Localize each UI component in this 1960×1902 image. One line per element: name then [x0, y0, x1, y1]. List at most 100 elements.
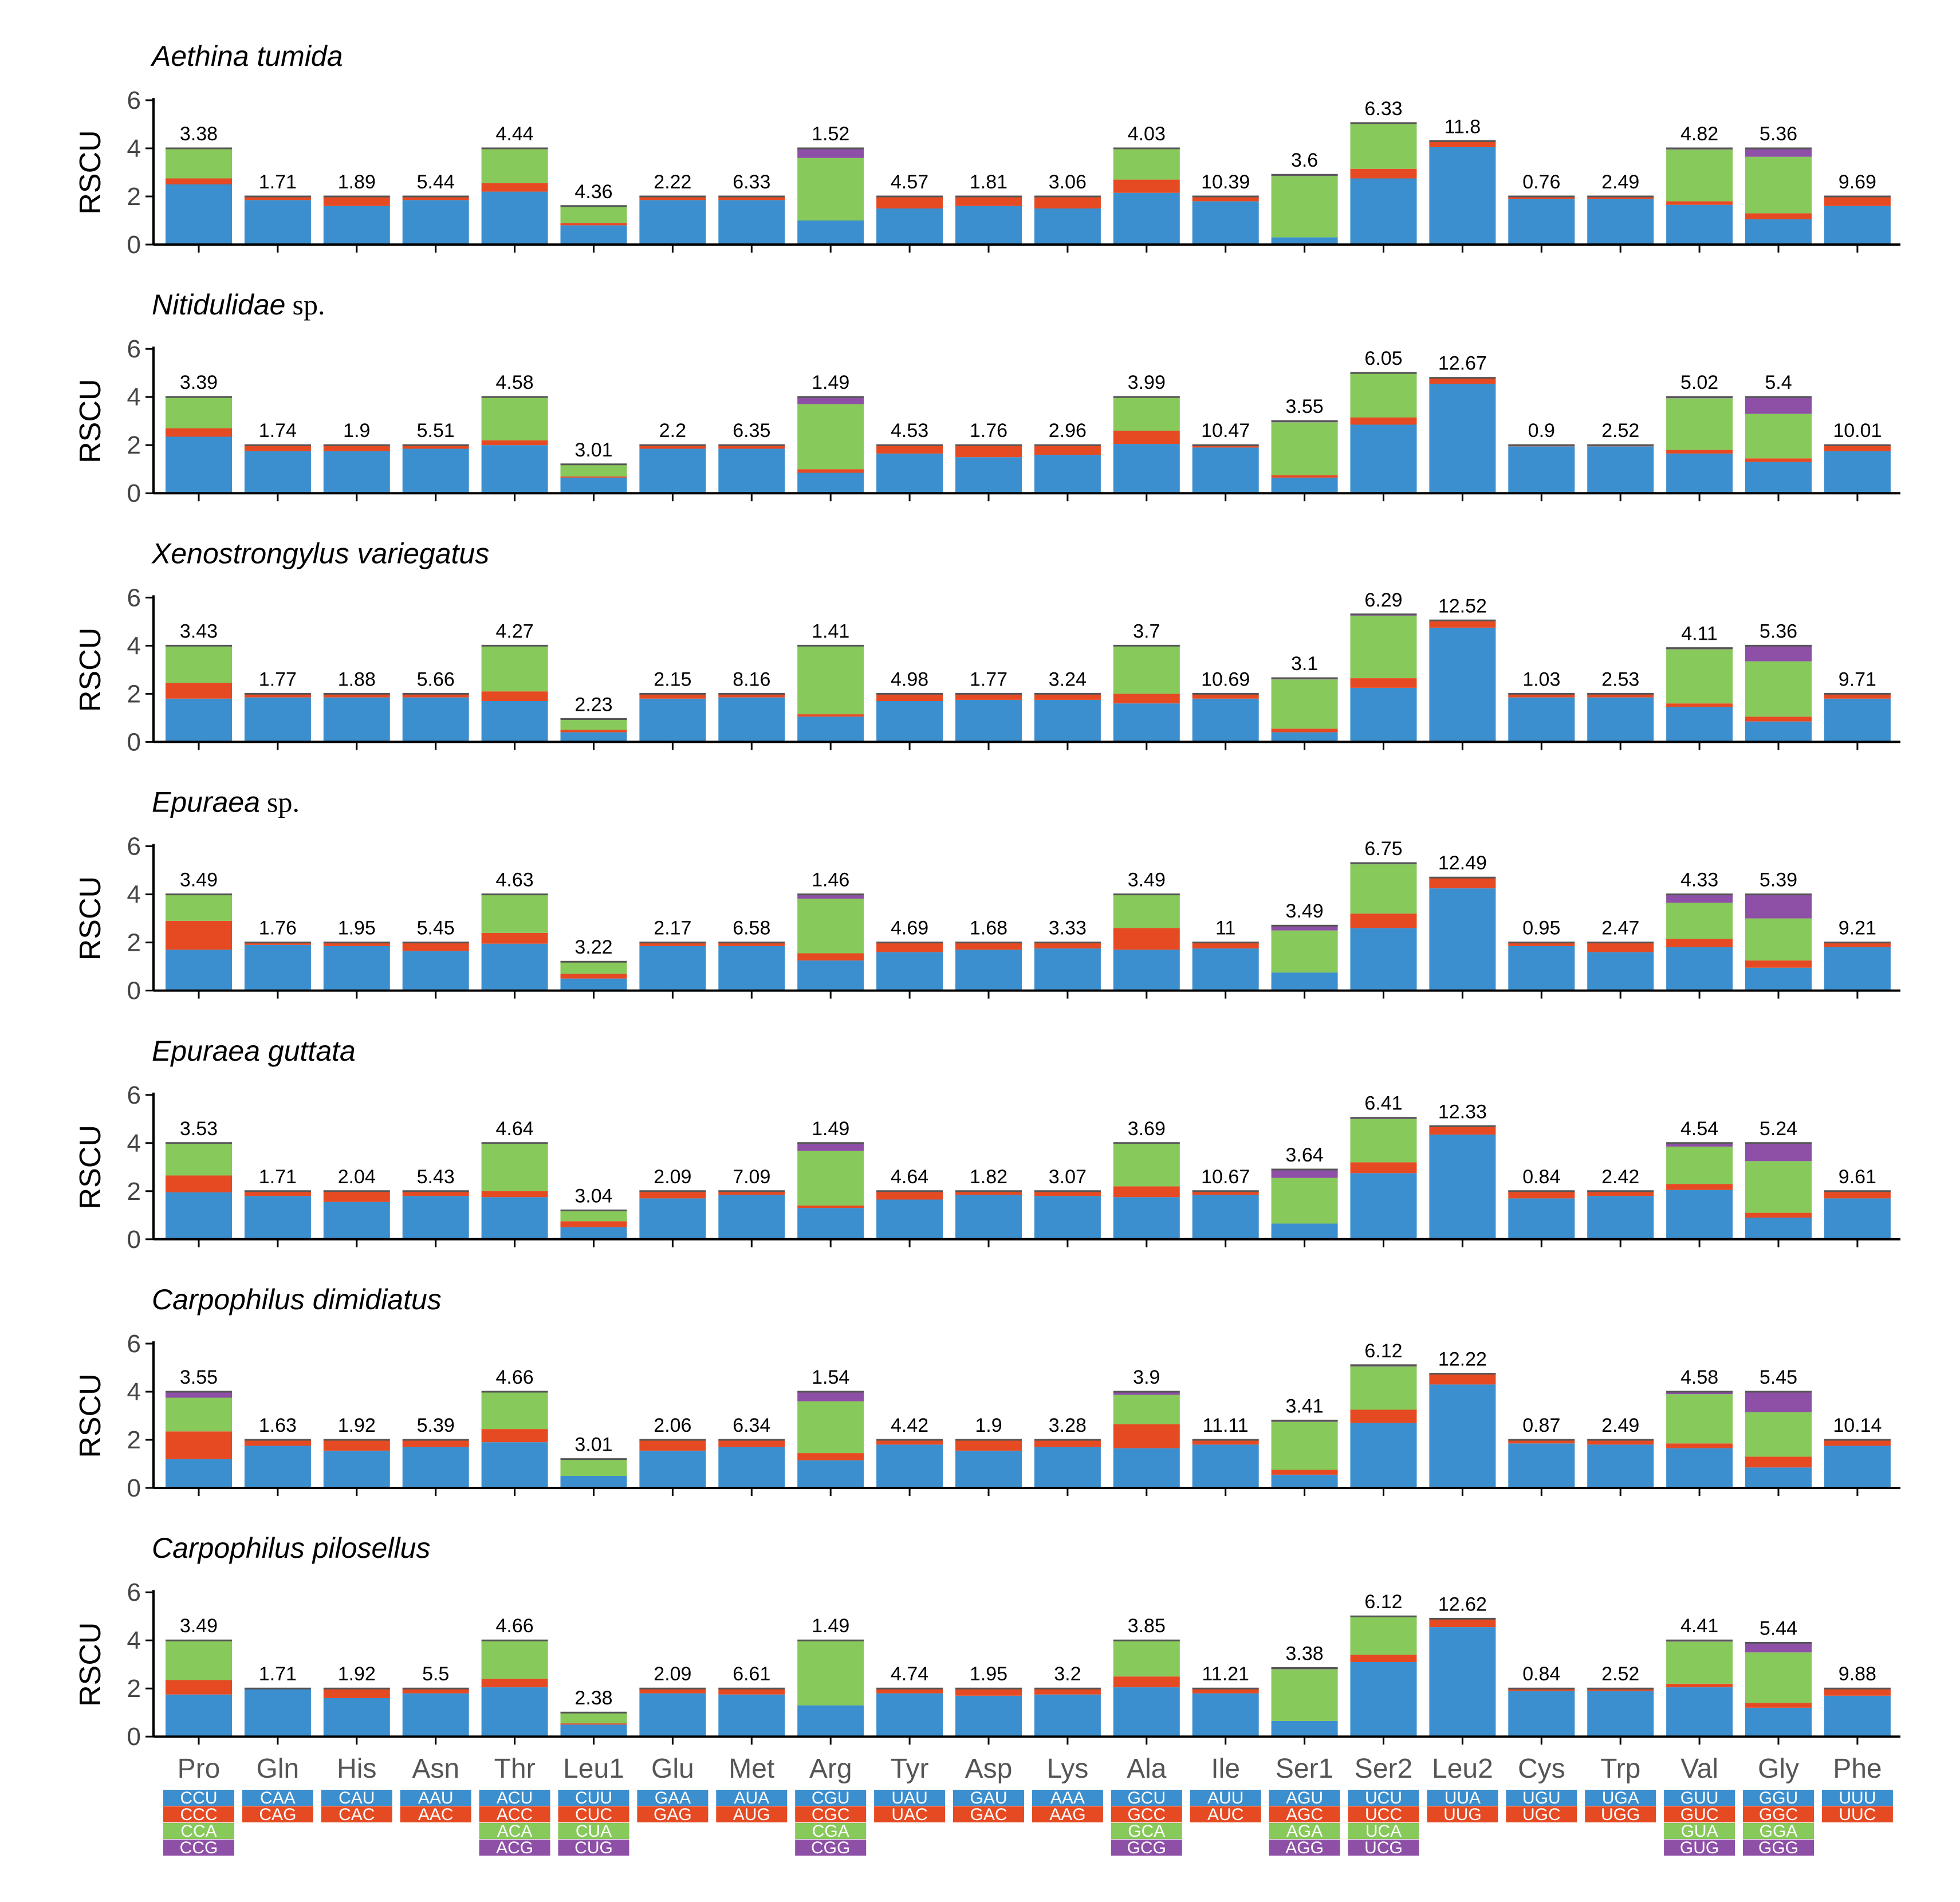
codon-box [558, 1806, 629, 1822]
bar-segment [797, 899, 864, 954]
codon-label: GCG [1127, 1838, 1166, 1857]
value-label: 6.12 [1364, 1591, 1402, 1613]
bar-segment [1745, 1218, 1812, 1239]
bar-segment [244, 1446, 311, 1488]
bar-segment [323, 1191, 390, 1202]
panel-3: Xenostrongylus variegatus RSCU 0 2 4 6 3.43 1.7… [74, 537, 1900, 756]
bar-segment [1824, 947, 1891, 991]
value-label: 3.28 [1049, 1415, 1087, 1436]
value-label: 6.29 [1364, 589, 1402, 611]
x-tick-label: Arg [809, 1754, 852, 1784]
bar-segment [1113, 1197, 1180, 1239]
value-label: 4.33 [1680, 869, 1718, 891]
bar-segment [1192, 948, 1259, 991]
bar-segment [1508, 697, 1575, 742]
bar-segment [876, 1688, 943, 1694]
x-tick-label: Gln [257, 1754, 300, 1784]
bar-segment [166, 436, 232, 494]
x-tick-label: Gly [1758, 1754, 1799, 1784]
bar-segment [481, 1641, 548, 1679]
bar-segment [166, 895, 232, 921]
bar-segment [797, 1453, 864, 1460]
codon-label: ACC [497, 1805, 533, 1824]
bar-segment [876, 445, 943, 454]
bar-segment [166, 1694, 232, 1737]
value-label: 3.64 [1286, 1144, 1324, 1166]
bar-segment [560, 223, 627, 226]
y-tick-label: 6 [127, 335, 141, 363]
codon-label: GGC [1759, 1805, 1798, 1824]
codon-label: UGA [1602, 1789, 1639, 1808]
bar-segment [1350, 1173, 1417, 1239]
y-tick-label: 2 [127, 431, 141, 459]
value-label: 9.88 [1839, 1663, 1876, 1685]
bar-segment [1271, 477, 1338, 494]
y-tick-label: 4 [127, 1378, 141, 1406]
bar-segment [1192, 694, 1259, 699]
y-tick-label: 4 [127, 383, 141, 411]
bar-segment [1113, 192, 1180, 245]
bar-segment [876, 196, 943, 208]
value-label: 2.17 [654, 917, 691, 939]
bar-segment [955, 1191, 1022, 1195]
bar-segment [639, 1688, 706, 1694]
bar-segment [1745, 1143, 1812, 1161]
x-tick-label: Ala [1127, 1754, 1167, 1784]
value-label: 2.2 [659, 420, 686, 442]
bar-segment [1587, 1444, 1654, 1488]
value-label: 5.36 [1760, 620, 1797, 642]
codon-label: CAC [339, 1805, 375, 1824]
codon-label: UAC [891, 1805, 927, 1824]
codon-label: ACG [496, 1838, 533, 1857]
bar-segment [1113, 1676, 1180, 1688]
bar-segment [402, 1447, 469, 1488]
bar-segment [876, 1199, 943, 1239]
bar-segment [1034, 1440, 1101, 1447]
bar-segment [1745, 397, 1812, 414]
bar-segment [166, 698, 232, 742]
bar-segment [1113, 1424, 1180, 1448]
value-label: 12.62 [1438, 1593, 1487, 1615]
value-label: 2.52 [1601, 1663, 1639, 1685]
bar-segment [1824, 445, 1891, 451]
codon-box [953, 1806, 1024, 1822]
bar-segment [1824, 1198, 1891, 1239]
bar-segment [1271, 422, 1338, 475]
bar-segment [481, 445, 548, 494]
bar-segment [1271, 237, 1338, 245]
codon-label: AAU [418, 1789, 454, 1808]
y-tick-label: 6 [127, 1330, 141, 1358]
y-tick-label: 6 [127, 1578, 141, 1606]
bar-segment [244, 942, 311, 945]
bar-segment [560, 476, 627, 478]
value-label: 4.53 [891, 420, 928, 442]
bar-segment [560, 732, 627, 742]
bar-segment [1350, 615, 1417, 679]
codon-box [321, 1790, 392, 1806]
codon-label: AAG [1049, 1805, 1085, 1824]
bar-segment [1271, 930, 1338, 973]
bar-segment [323, 1688, 390, 1698]
bar-segment [718, 942, 785, 946]
bar-segment [481, 943, 548, 991]
bar-segment [1113, 928, 1180, 950]
bar-segment [323, 946, 390, 991]
bar-segment [1666, 1143, 1733, 1147]
y-tick-label: 0 [127, 231, 141, 259]
bar-segment [639, 196, 706, 200]
bar-segment [1113, 1641, 1180, 1677]
codon-label: AGG [1285, 1838, 1324, 1857]
bar-segment [244, 1191, 311, 1196]
y-tick-label: 6 [127, 833, 141, 861]
bar-segment [1429, 377, 1496, 384]
bar-segment [1666, 1392, 1733, 1395]
codon-box [1664, 1806, 1735, 1822]
value-label: 6.58 [733, 917, 770, 939]
codon-label: CUU [575, 1789, 612, 1808]
value-label: 4.54 [1680, 1118, 1718, 1140]
bar-segment [481, 646, 548, 692]
bar-segment [1271, 1474, 1338, 1488]
codon-box [1743, 1823, 1814, 1839]
bar-segment [1666, 703, 1733, 707]
